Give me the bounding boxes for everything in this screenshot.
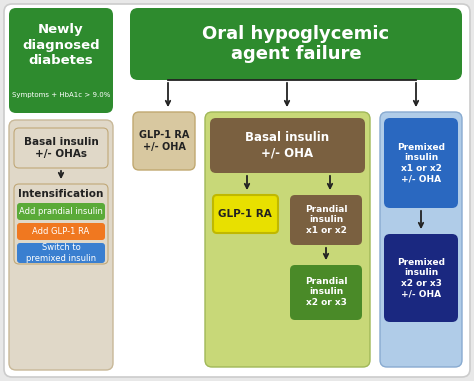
FancyBboxPatch shape <box>9 8 113 113</box>
Text: Prandial
insulin
x2 or x3: Prandial insulin x2 or x3 <box>305 277 347 307</box>
Text: Add prandial insulin: Add prandial insulin <box>19 207 103 216</box>
FancyBboxPatch shape <box>133 112 195 170</box>
Text: Prandial
insulin
x1 or x2: Prandial insulin x1 or x2 <box>305 205 347 235</box>
FancyBboxPatch shape <box>290 195 362 245</box>
FancyBboxPatch shape <box>210 118 365 173</box>
FancyBboxPatch shape <box>14 128 108 168</box>
FancyBboxPatch shape <box>384 234 458 322</box>
FancyBboxPatch shape <box>384 118 458 208</box>
Text: GLP-1 RA
+/- OHA: GLP-1 RA +/- OHA <box>139 130 189 152</box>
FancyBboxPatch shape <box>9 120 113 370</box>
Text: GLP-1 RA: GLP-1 RA <box>218 209 272 219</box>
FancyBboxPatch shape <box>17 203 105 220</box>
FancyBboxPatch shape <box>17 243 105 263</box>
Text: Intensification: Intensification <box>18 189 104 199</box>
FancyBboxPatch shape <box>4 4 470 377</box>
Text: Switch to
premixed insulin: Switch to premixed insulin <box>26 243 96 263</box>
FancyBboxPatch shape <box>380 112 462 367</box>
Text: Oral hypoglycemic
agent failure: Oral hypoglycemic agent failure <box>202 25 390 63</box>
FancyBboxPatch shape <box>205 112 370 367</box>
Text: Premixed
insulin
x2 or x3
+/- OHA: Premixed insulin x2 or x3 +/- OHA <box>397 258 445 298</box>
Text: Newly
diagnosed
diabetes: Newly diagnosed diabetes <box>22 24 100 67</box>
FancyBboxPatch shape <box>14 184 108 264</box>
Text: Add GLP-1 RA: Add GLP-1 RA <box>32 227 90 236</box>
Text: Symptoms + HbA1c > 9.0%: Symptoms + HbA1c > 9.0% <box>12 92 110 98</box>
FancyBboxPatch shape <box>290 265 362 320</box>
FancyBboxPatch shape <box>17 223 105 240</box>
Text: Basal insulin
+/- OHAs: Basal insulin +/- OHAs <box>24 137 99 159</box>
FancyBboxPatch shape <box>130 8 462 80</box>
Text: Basal insulin
+/- OHA: Basal insulin +/- OHA <box>245 131 329 159</box>
FancyBboxPatch shape <box>213 195 278 233</box>
Text: Premixed
insulin
x1 or x2
+/- OHA: Premixed insulin x1 or x2 +/- OHA <box>397 143 445 183</box>
